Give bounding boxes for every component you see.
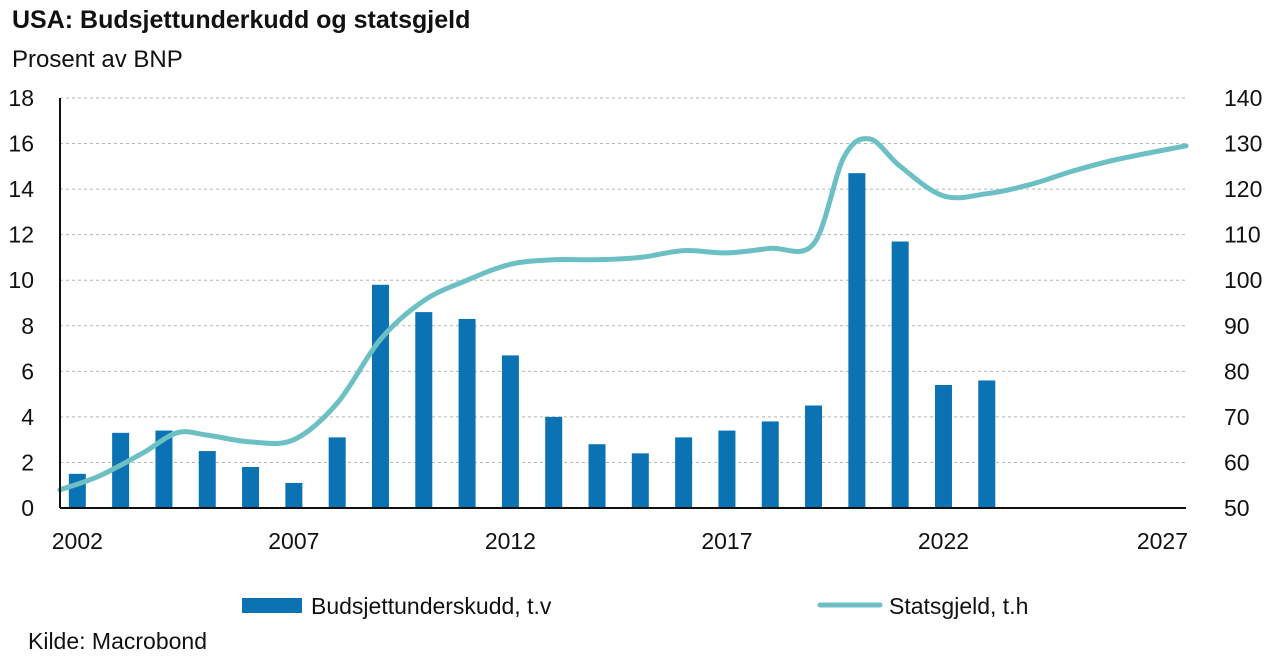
- bar-2012: [501, 355, 519, 508]
- bar-2008: [328, 437, 346, 508]
- bar-2023: [978, 380, 996, 508]
- bar-2019: [805, 405, 823, 508]
- bar-2004: [155, 430, 173, 508]
- chart-subtitle: Prosent av BNP: [12, 46, 183, 73]
- right-axis-tick-label: 100: [1224, 267, 1262, 293]
- x-axis-tick-label: 2007: [268, 528, 319, 554]
- left-axis-tick-label: 8: [21, 313, 34, 339]
- legend-swatch-bar: [242, 598, 302, 613]
- left-axis-tick-label: 6: [21, 358, 34, 384]
- chart-title: USA: Budsjettunderkudd og statsgjeld: [12, 6, 471, 34]
- legend: Budsjettunderskudd, t.v Statsgjeld, t.h: [242, 593, 1028, 619]
- right-axis-tick-label: 110: [1224, 222, 1261, 248]
- left-axis-tick-label: 18: [8, 85, 34, 111]
- bar-2007: [285, 482, 303, 508]
- line-statsgjeld: [57, 136, 1189, 493]
- bar-2003: [112, 432, 130, 508]
- bar-2021: [891, 241, 909, 508]
- right-axis-tick-label: 60: [1224, 449, 1250, 475]
- right-axis-tick-label: 140: [1224, 85, 1262, 111]
- bar-2022: [934, 385, 952, 508]
- bar-2013: [545, 416, 563, 508]
- bar-2020: [848, 173, 866, 508]
- right-axis-tick-label: 130: [1224, 131, 1262, 157]
- bar-2010: [415, 312, 433, 508]
- bar-2006: [242, 467, 260, 508]
- left-axis-tick-label: 12: [8, 222, 34, 248]
- left-axis-tick-label: 4: [21, 404, 34, 430]
- bar-2011: [458, 318, 476, 508]
- left-axis-tick-label: 10: [8, 267, 34, 293]
- right-axis-tick-label: 50: [1224, 495, 1250, 521]
- bar-2009: [371, 284, 389, 508]
- x-axis-tick-label: 2002: [52, 528, 103, 554]
- axes: 0 2 4 6 8 10 12 14 16 18 50 60 70 80 90 100 110 120 130 140…: [8, 85, 1262, 554]
- bar-2015: [631, 453, 649, 508]
- left-axis-tick-label: 0: [21, 495, 34, 521]
- bar-2018: [761, 421, 779, 508]
- right-axis-tick-label: 70: [1224, 404, 1250, 430]
- x-axis-tick-label: 2017: [701, 528, 752, 554]
- bar-2005: [198, 451, 216, 508]
- legend-label-bar: Budsjettunderskudd, t.v: [311, 593, 552, 619]
- right-axis-tick-label: 80: [1224, 358, 1250, 384]
- bar-2017: [718, 430, 736, 508]
- bar-series: [68, 173, 996, 508]
- x-axis-tick-label: 2012: [485, 528, 536, 554]
- bar-2002: [68, 473, 86, 508]
- gridlines: [60, 97, 1186, 463]
- left-axis-tick-label: 16: [8, 131, 34, 157]
- bar-2016: [675, 437, 693, 508]
- source-note: Kilde: Macrobond: [28, 628, 207, 654]
- x-axis-tick-label: 2027: [1137, 528, 1188, 554]
- right-axis-tick-label: 120: [1224, 176, 1262, 202]
- legend-label-line: Statsgjeld, t.h: [889, 593, 1028, 619]
- x-axis-tick-label: 2022: [918, 528, 969, 554]
- right-axis-tick-label: 90: [1224, 313, 1250, 339]
- left-axis-tick-label: 14: [8, 176, 34, 202]
- left-axis-tick-label: 2: [21, 449, 34, 475]
- bar-2014: [588, 444, 606, 508]
- line-series: [57, 136, 1189, 493]
